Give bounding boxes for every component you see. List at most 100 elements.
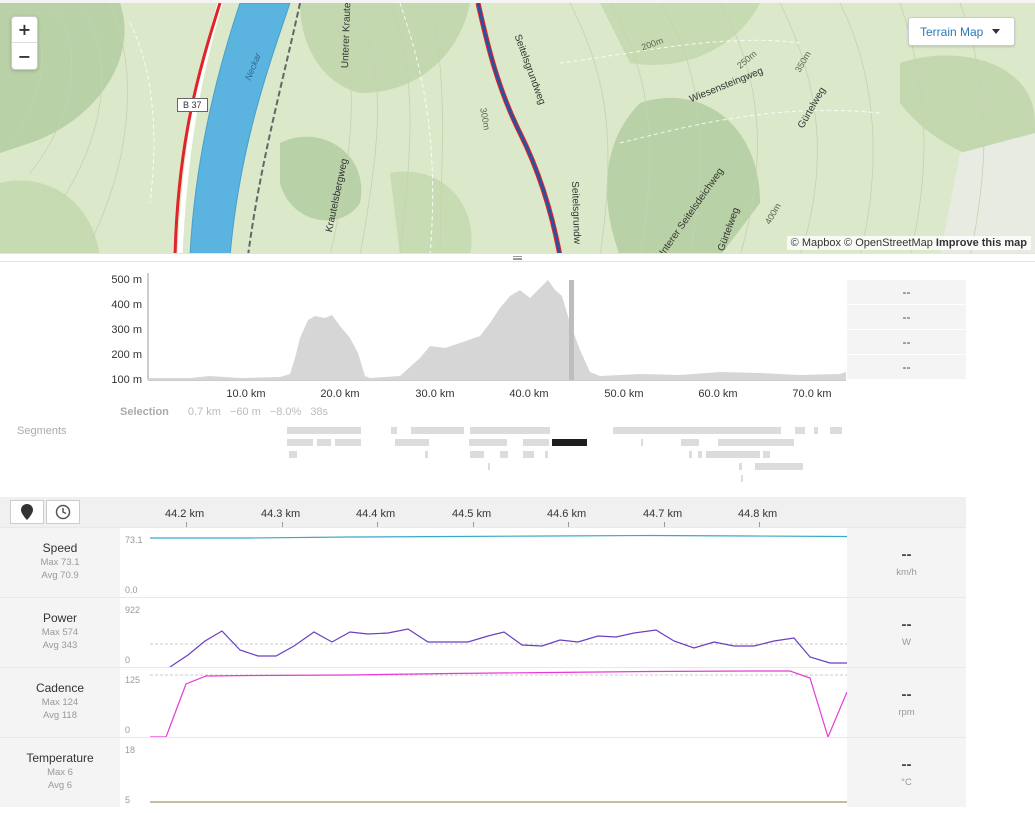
segment-bar[interactable] (500, 451, 508, 458)
segment-bar[interactable] (488, 463, 490, 470)
power-stream-chart (150, 628, 847, 667)
stream-row-temperature[interactable]: Temperature Max 6 Avg 6 18 5 -- °C (0, 737, 966, 807)
stream-name: Temperature (26, 751, 94, 765)
segment-bar[interactable] (545, 451, 548, 458)
map-view[interactable]: Neckar Seitelsgrundweg Wiesensteingweg G… (0, 0, 1035, 253)
elev-x-tick: 20.0 km (320, 388, 359, 400)
stream-unit: km/h (896, 567, 917, 578)
segment-bar[interactable] (689, 451, 692, 458)
segment-bar[interactable] (613, 427, 781, 434)
segment-bar[interactable] (718, 439, 794, 446)
improve-map-link[interactable]: Improve this map (935, 237, 1027, 249)
selection-summary: Selection 0.7 km −60 m −8.0% 38s (120, 406, 328, 418)
stream-y-max: 73.1 (125, 535, 143, 545)
stream-value: -- (901, 756, 912, 773)
stream-y-max: 922 (125, 605, 141, 615)
stream-unit: W (902, 637, 911, 648)
stream-avg: Avg 70.9 (41, 570, 79, 581)
segment-bar[interactable] (411, 427, 464, 434)
segment-bar[interactable] (830, 427, 842, 434)
segment-bar[interactable] (681, 439, 699, 446)
temperature-stream-chart (150, 801, 847, 803)
selection-time: 38s (310, 406, 329, 418)
segment-bar[interactable] (470, 451, 484, 458)
segment-bar[interactable] (289, 451, 297, 458)
segment-bar[interactable] (523, 439, 549, 446)
segment-bar[interactable] (814, 427, 818, 434)
stream-label-box: Power Max 574 Avg 343 (0, 598, 120, 667)
segment-bar[interactable] (741, 475, 743, 482)
selection-grade: −8.0% (269, 406, 302, 418)
speed-stream-chart (150, 534, 847, 539)
selection-highlight (569, 280, 574, 380)
zoom-in-button[interactable]: + (12, 17, 37, 43)
distance-mode-button[interactable] (10, 500, 44, 524)
elev-y-tick: 500 m (111, 274, 142, 286)
stream-label-box: Speed Max 73.1 Avg 70.9 (0, 528, 120, 597)
segment-bar[interactable] (317, 439, 331, 446)
segment-bar[interactable] (523, 451, 534, 458)
attribution-mapbox[interactable]: © Mapbox (790, 237, 841, 249)
stream-name: Cadence (35, 681, 85, 695)
stream-x-tick: 44.2 km (165, 508, 205, 520)
segment-bar[interactable] (698, 451, 702, 458)
clock-icon (55, 504, 71, 520)
stream-tick-mark (186, 522, 187, 527)
segment-bar[interactable] (391, 427, 397, 434)
stream-x-tick: 44.6 km (547, 508, 587, 520)
road-shield: B 37 (177, 98, 208, 112)
stream-row-cadence[interactable]: Cadence Max 124 Avg 118 125 0 -- rpm (0, 667, 966, 737)
elevation-stat-box: -- (847, 305, 966, 329)
segment-bar[interactable] (287, 439, 313, 446)
stream-value: -- (901, 546, 912, 563)
grip-icon (513, 256, 522, 260)
stream-tick-mark (568, 522, 569, 527)
elevation-chart[interactable]: 500 m 400 m 300 m 200 m 100 m 10.0 km 20… (100, 268, 860, 403)
stream-y-min: 0 (125, 655, 131, 665)
stream-y-max: 125 (125, 675, 141, 685)
stream-value-box: -- rpm (847, 668, 966, 737)
map-canvas (0, 3, 1035, 253)
stream-avg: Avg 6 (47, 780, 73, 791)
segment-bar[interactable] (470, 427, 550, 434)
stream-value-box: -- W (847, 598, 966, 667)
map-layer-dropdown[interactable]: Terrain Map (908, 17, 1015, 46)
map-attribution: © Mapbox © OpenStreetMap Improve this ma… (786, 236, 1031, 250)
selection-label: Selection (120, 406, 169, 418)
attribution-osm[interactable]: © OpenStreetMap (844, 237, 933, 249)
segment-bar[interactable] (755, 463, 803, 470)
segment-bar[interactable] (469, 439, 507, 446)
segment-bar[interactable] (706, 451, 760, 458)
elevation-stat-box: -- (847, 355, 966, 379)
power-line (169, 628, 847, 667)
segment-bar[interactable] (335, 439, 361, 446)
stream-y-min: 0 (125, 725, 131, 735)
stream-tick-mark (473, 522, 474, 527)
segments-label: Segments (17, 425, 67, 437)
segment-bar[interactable] (641, 439, 643, 446)
segment-bar-selected[interactable] (552, 439, 587, 446)
stream-label-box: Temperature Max 6 Avg 6 (0, 738, 120, 807)
stream-row-power[interactable]: Power Max 574 Avg 343 922 0 -- W (0, 597, 966, 667)
cadence-stream-chart (150, 670, 847, 737)
segment-bar[interactable] (395, 439, 429, 446)
segment-bar[interactable] (763, 451, 770, 458)
segment-bar[interactable] (739, 463, 742, 470)
time-mode-button[interactable] (46, 500, 80, 524)
elev-x-tick: 10.0 km (226, 388, 265, 400)
stream-tick-mark (282, 522, 283, 527)
stream-name: Power (42, 611, 77, 625)
resize-handle[interactable] (0, 253, 1035, 262)
stream-unit: rpm (898, 707, 915, 718)
segment-bar[interactable] (795, 427, 805, 434)
stream-value: -- (901, 616, 912, 633)
zoom-out-button[interactable]: − (12, 43, 37, 69)
stream-y-max: 18 (125, 745, 136, 755)
segment-bar[interactable] (287, 427, 361, 434)
stream-toolbar (0, 497, 966, 527)
cadence-line (150, 670, 847, 737)
segment-bar[interactable] (425, 451, 428, 458)
elev-y-tick: 100 m (111, 374, 142, 386)
stream-x-tick: 44.3 km (261, 508, 301, 520)
stream-row-speed[interactable]: Speed Max 73.1 Avg 70.9 73.1 0.0 -- km/h (0, 527, 966, 597)
